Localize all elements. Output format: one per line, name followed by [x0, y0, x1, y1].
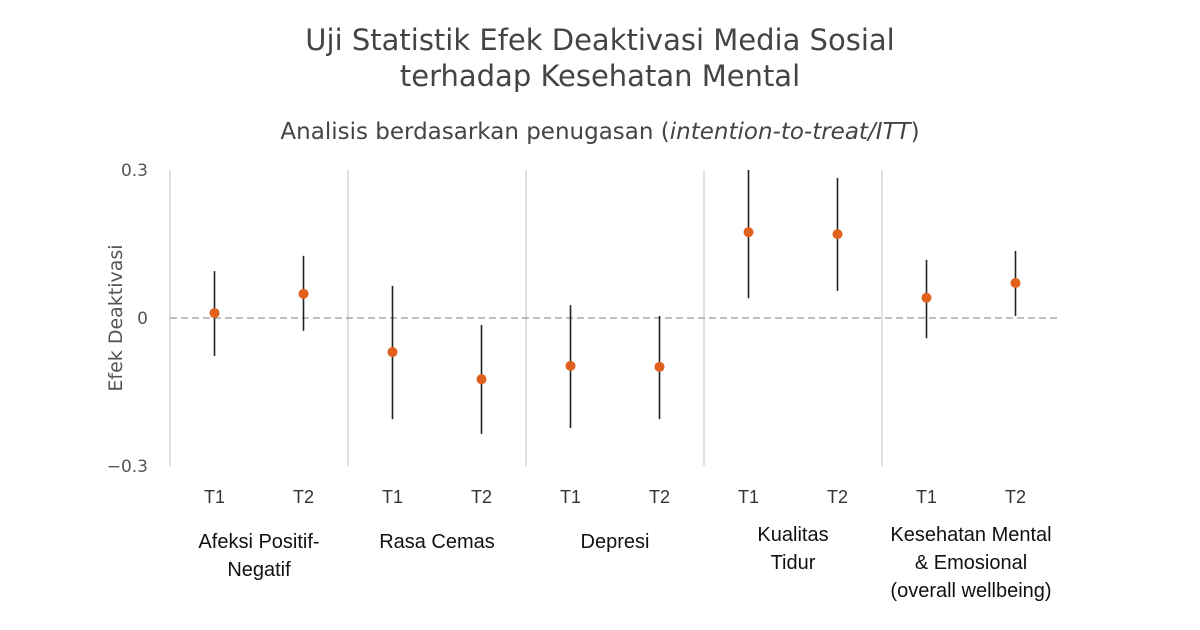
y-tick-label: −0.3	[107, 457, 148, 477]
x-tick-label: T2	[1005, 487, 1026, 507]
subtitle-suffix: )	[910, 119, 920, 145]
x-tick-label: T1	[382, 487, 403, 507]
group-label: Rasa Cemas	[379, 531, 495, 553]
data-point	[476, 374, 487, 385]
data-point	[921, 292, 932, 303]
x-tick-label: T2	[293, 487, 314, 507]
chart-title-line-2: terhadap Kesehatan Mental	[399, 59, 801, 93]
x-tick-label: T2	[827, 487, 848, 507]
group-label: Negatif	[227, 559, 291, 581]
chart-subtitle: Analisis berdasarkan penugasan (intentio…	[0, 119, 1200, 145]
y-tick-label: 0.3	[121, 161, 148, 181]
group-label: (overall wellbeing)	[890, 580, 1051, 602]
group-label: Kesehatan Mental	[890, 524, 1051, 546]
data-point	[743, 227, 754, 238]
subtitle-italic: intention-to-treat/ITT	[669, 119, 911, 145]
y-tick-label: 0	[137, 309, 148, 329]
data-point	[1010, 277, 1021, 288]
x-tick-label: T2	[471, 487, 492, 507]
x-tick-label: T2	[649, 487, 670, 507]
data-point	[654, 361, 665, 372]
data-point	[209, 308, 220, 319]
data-point	[832, 229, 843, 240]
x-tick-label: T1	[560, 487, 581, 507]
data-point	[565, 360, 576, 371]
x-tick-label: T1	[738, 487, 759, 507]
group-label: & Emosional	[915, 552, 1027, 574]
data-point	[298, 288, 309, 299]
group-label: Afeksi Positif-	[198, 531, 319, 553]
group-label: Tidur	[771, 552, 816, 574]
group-label: Kualitas	[757, 524, 828, 546]
y-axis-label: Efek Deaktivasi	[105, 244, 127, 391]
x-tick-label: T1	[916, 487, 937, 507]
x-tick-label: T1	[204, 487, 225, 507]
chart-title: Uji Statistik Efek Deaktivasi Media Sosi…	[0, 22, 1200, 94]
data-point	[387, 347, 398, 358]
subtitle-prefix: Analisis berdasarkan penugasan (	[280, 119, 670, 145]
chart-title-line-1: Uji Statistik Efek Deaktivasi Media Sosi…	[305, 23, 895, 57]
group-label: Depresi	[581, 531, 650, 553]
